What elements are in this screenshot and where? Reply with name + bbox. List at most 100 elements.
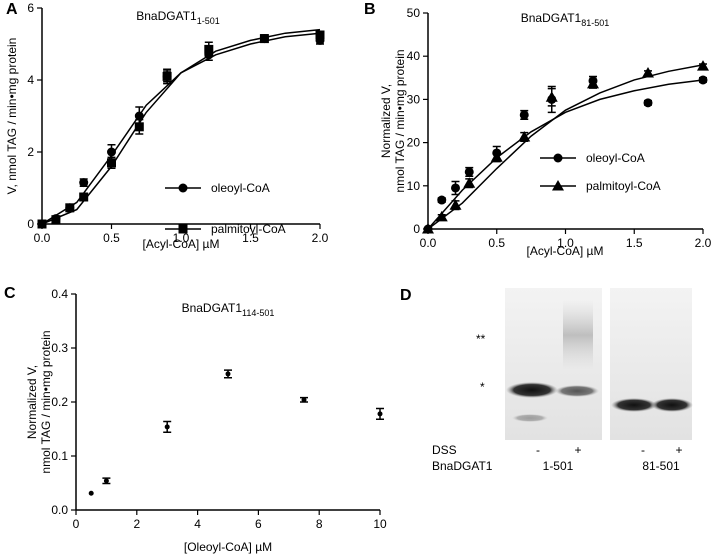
gel-band xyxy=(512,414,548,422)
lane-label: - xyxy=(641,443,645,457)
gel-band xyxy=(555,385,599,397)
y-tick-label: 6 xyxy=(27,1,34,15)
marker xyxy=(315,30,325,40)
legend-label: palmitoyl-CoA xyxy=(586,179,661,193)
marker xyxy=(435,210,448,222)
marker xyxy=(178,224,188,234)
marker xyxy=(88,490,94,496)
y-axis-label: V, nmol TAG / min•mg protein xyxy=(5,38,19,195)
marker xyxy=(697,60,709,71)
gel-image xyxy=(610,288,692,440)
band-label: * xyxy=(480,380,485,394)
marker xyxy=(377,411,383,417)
y-tick-label: 40 xyxy=(407,49,421,63)
panel-label: A xyxy=(6,1,18,18)
marker xyxy=(259,34,269,44)
y-tick-label: 0 xyxy=(413,222,420,236)
marker xyxy=(301,397,307,403)
legend-label: oleoyl-CoA xyxy=(211,181,270,195)
marker xyxy=(422,223,434,234)
marker xyxy=(552,180,564,191)
x-tick-label: 1.5 xyxy=(626,236,643,250)
band-label: ** xyxy=(476,332,486,346)
marker xyxy=(642,67,654,78)
gel-band xyxy=(611,398,657,412)
x-tick-label: 0.5 xyxy=(488,236,505,250)
x-tick-label: 10 xyxy=(373,517,387,531)
marker xyxy=(518,130,531,142)
marker xyxy=(490,151,503,162)
chart-title: BnaDGAT1114-501 xyxy=(182,301,275,318)
y-tick-label: 0.2 xyxy=(51,395,68,409)
marker xyxy=(162,71,172,81)
y-tick-label: 4 xyxy=(27,73,34,87)
y-tick-label: 30 xyxy=(407,92,421,106)
y-axis-label: nmol TAG / min•mg protein xyxy=(393,49,407,192)
y-tick-label: 2 xyxy=(27,145,34,159)
marker xyxy=(51,215,61,225)
x-tick-label: 2.0 xyxy=(695,236,712,250)
title-subscript: 1-501 xyxy=(197,16,220,26)
lane-label: + xyxy=(675,443,682,457)
lane-label: - xyxy=(536,443,540,457)
fit-curve xyxy=(427,79,704,230)
marker xyxy=(204,44,214,54)
marker xyxy=(587,77,599,89)
marker xyxy=(37,219,47,229)
lane-label: + xyxy=(574,443,581,457)
gel-band xyxy=(651,398,693,412)
x-tick-label: 1.5 xyxy=(242,231,259,245)
panel-label: D xyxy=(400,287,412,304)
construct-label: 81-501 xyxy=(642,459,680,473)
x-tick-label: 8 xyxy=(316,517,323,531)
marker xyxy=(519,110,529,120)
gel-band xyxy=(506,382,558,398)
gel: D ** * DSS BnaDGAT1 - + - + 1-501 81-501 xyxy=(400,287,693,473)
x-axis-label: [Acyl-CoA] µM xyxy=(527,244,604,258)
marker xyxy=(103,478,109,484)
marker xyxy=(178,183,188,193)
construct-label: 1-501 xyxy=(543,459,574,473)
row-label: BnaDGAT1 xyxy=(432,459,493,473)
chart-title: BnaDGAT11-501 xyxy=(136,9,220,26)
y-axis-label: nmol TAG / min•mg protein xyxy=(39,330,53,473)
y-tick-label: 0.3 xyxy=(51,341,68,355)
x-axis-label: [Oleoyl-CoA] µM xyxy=(184,540,272,554)
x-tick-label: 0.5 xyxy=(103,231,120,245)
y-tick-label: 20 xyxy=(407,136,421,150)
x-tick-label: 6 xyxy=(255,517,262,531)
marker xyxy=(463,177,476,188)
title-main: BnaDGAT1 xyxy=(182,301,243,315)
y-tick-label: 0.0 xyxy=(51,503,68,517)
row-label: DSS xyxy=(432,443,457,457)
chart-title: BnaDGAT181-501 xyxy=(521,11,610,28)
y-tick-label: 50 xyxy=(407,6,421,20)
x-tick-label: 1.0 xyxy=(173,231,190,245)
y-tick-label: 0.1 xyxy=(51,449,68,463)
marker xyxy=(65,203,75,213)
marker xyxy=(79,178,89,188)
marker xyxy=(553,153,563,163)
x-tick-label: 0.0 xyxy=(34,231,51,245)
x-tick-label: 4 xyxy=(194,517,201,531)
y-tick-label: 0.4 xyxy=(51,287,68,301)
y-axis-label: Normalized V, xyxy=(25,365,39,439)
marker xyxy=(134,111,144,121)
gel-smear xyxy=(563,300,593,370)
marker xyxy=(545,91,558,102)
marker xyxy=(107,147,116,157)
marker xyxy=(698,75,708,85)
marker xyxy=(107,158,116,168)
marker xyxy=(643,98,653,108)
title-main: BnaDGAT1 xyxy=(136,9,197,23)
title-subscript: 81-501 xyxy=(581,18,609,28)
marker xyxy=(449,199,462,210)
panel-label: B xyxy=(364,1,376,18)
y-tick-label: 10 xyxy=(407,179,421,193)
marker xyxy=(79,192,89,202)
marker xyxy=(134,122,144,132)
x-tick-label: 2.0 xyxy=(312,231,329,245)
legend-label: palmitoyl-CoA xyxy=(211,222,286,236)
title-main: BnaDGAT1 xyxy=(521,11,582,25)
